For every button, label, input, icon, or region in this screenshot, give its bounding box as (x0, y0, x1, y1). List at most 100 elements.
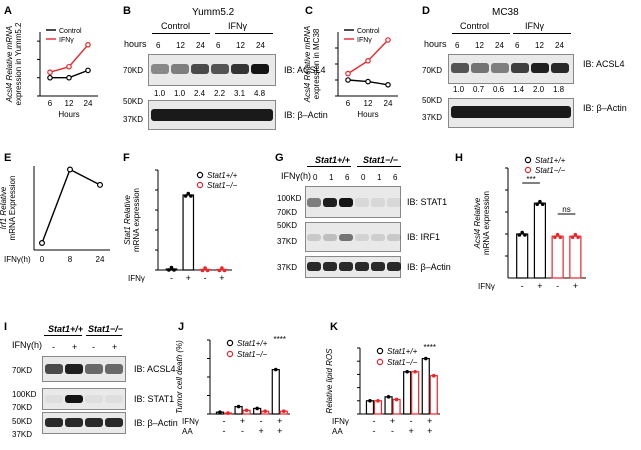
g-mw-37: 37KD (277, 237, 298, 246)
C-ylabel-line1: Acsl4 Relative mRNA (303, 26, 312, 103)
F-replicate-dot (203, 266, 207, 270)
b-quant-value: 4.8 (254, 89, 266, 98)
K-bar (429, 375, 438, 415)
panel-letter-j: J (178, 321, 185, 333)
i-acsl4-band (105, 364, 123, 374)
d-ifn-label: IFNγ (525, 21, 544, 31)
b-acsl4-band (151, 64, 169, 74)
i-mw-37: 37KD (12, 430, 33, 439)
H-ylabel-line2: mRNA expression (482, 191, 491, 255)
d-title: MC38 (492, 7, 519, 18)
b-mw-37: 37KD (123, 115, 144, 124)
d-control-label: Control (460, 21, 490, 31)
K-aa-sign: - (372, 426, 375, 436)
C-legend-label: Control (357, 28, 380, 35)
d-ifn-underline (513, 33, 571, 34)
g-wt-underline (307, 166, 351, 167)
b-quant-value: 1.0 (174, 89, 186, 98)
b-actin-band (151, 109, 273, 121)
F-replicate-dot (220, 266, 224, 270)
A-data-point (66, 63, 72, 70)
J-aa-sign: - (222, 426, 225, 436)
d-mw-37: 37KD (422, 113, 443, 122)
i-actin-band (45, 418, 63, 427)
b-hours-label: hours (124, 39, 147, 49)
i-stat1-band (45, 395, 63, 403)
panel-letter-c: C (305, 5, 313, 17)
H-replicate-dot (540, 202, 545, 206)
panel-letter-k: K (330, 321, 338, 333)
H-row-label: IFNγ (478, 282, 495, 291)
K-bar (411, 371, 420, 415)
H-replicate-dot (570, 235, 575, 239)
b-hour-label: 6 (156, 41, 161, 50)
d-acsl4-band (471, 63, 489, 73)
i-acsl4-band (65, 364, 83, 374)
K-row1-label: IFNγ (332, 417, 349, 426)
C-data-point (345, 77, 351, 83)
g-irf1-band (323, 234, 337, 241)
H-legend-marker (524, 166, 532, 174)
i-actin-band (85, 418, 103, 427)
J-replicate-dot (263, 409, 267, 414)
g-time-value: 0 (361, 173, 366, 182)
g-geno-wt: Stat1+/+ (315, 155, 351, 165)
K-legend-marker (376, 358, 384, 366)
K-replicate-dot (431, 373, 436, 378)
b-acsl4-band (191, 64, 209, 74)
J-ifn-sign: + (277, 416, 282, 426)
K-bar (392, 398, 401, 415)
K-sig-label: **** (424, 343, 436, 352)
i-actin-band (105, 418, 123, 427)
K-aa-sign: - (391, 426, 394, 436)
i-time-label: IFNγ(h) (12, 340, 42, 350)
b-control-label: Control (161, 21, 191, 31)
d-hour-label: 6 (515, 41, 520, 50)
K-bar (403, 371, 412, 415)
b-hour-label: 24 (196, 41, 205, 50)
g-time-label: IFNγ(h) (281, 171, 311, 181)
F-sign-label: - (170, 273, 173, 283)
g-mw-50: 50KD (277, 221, 298, 230)
K-aa-sign: + (427, 426, 432, 436)
g-actin-band (339, 262, 353, 271)
C-data-point (345, 70, 351, 77)
d-quant-value: 0.7 (473, 85, 485, 94)
panel-letter-e: E (4, 152, 12, 164)
g-mw-100: 100KD (277, 194, 302, 203)
F-replicate-dot (186, 191, 191, 196)
d-quant-value: 0.6 (493, 85, 505, 94)
A-x-tick-label: 12 (65, 99, 74, 108)
g-actin-band (371, 262, 385, 271)
K-replicate-dot (423, 356, 428, 361)
K-ifn-sign: + (427, 416, 432, 426)
F-ylabel-line1: Stat1 Relative (123, 195, 132, 245)
i-mw-70b: 70KD (12, 403, 33, 412)
d-quant-value: 1.4 (513, 85, 525, 94)
d-hours-label: hours (424, 39, 447, 49)
H-replicate-dot (538, 199, 542, 204)
panel-letter-i: I (4, 321, 8, 333)
E-ylabel-line2: mRNA Expression (8, 176, 17, 241)
A-xlabel: Hours (58, 110, 79, 119)
C-data-point (365, 57, 371, 64)
C-data-point (385, 82, 391, 88)
E-data-point (96, 181, 103, 188)
d-hour-label: 12 (535, 41, 544, 50)
g-stat1-band (323, 198, 337, 207)
g-geno-ko: Stat1−/− (363, 155, 399, 165)
J-bar (271, 369, 280, 415)
A-legend-label: Control (59, 28, 82, 35)
g-time-value: 1 (329, 173, 334, 182)
K-legend-label: Stat1−/− (387, 358, 418, 367)
F-legend-marker (196, 181, 204, 189)
b-mw-70: 70KD (123, 66, 144, 75)
b-quant-value: 3.1 (234, 89, 246, 98)
F-replicate-dot (183, 194, 188, 198)
b-ib-actin: IB: β–Actin (284, 110, 328, 120)
i-geno-wt: Stat1+/+ (48, 324, 84, 334)
panel-letter-b: B (123, 5, 131, 17)
F-replicate-dot (217, 268, 222, 273)
H-bar (551, 235, 564, 279)
